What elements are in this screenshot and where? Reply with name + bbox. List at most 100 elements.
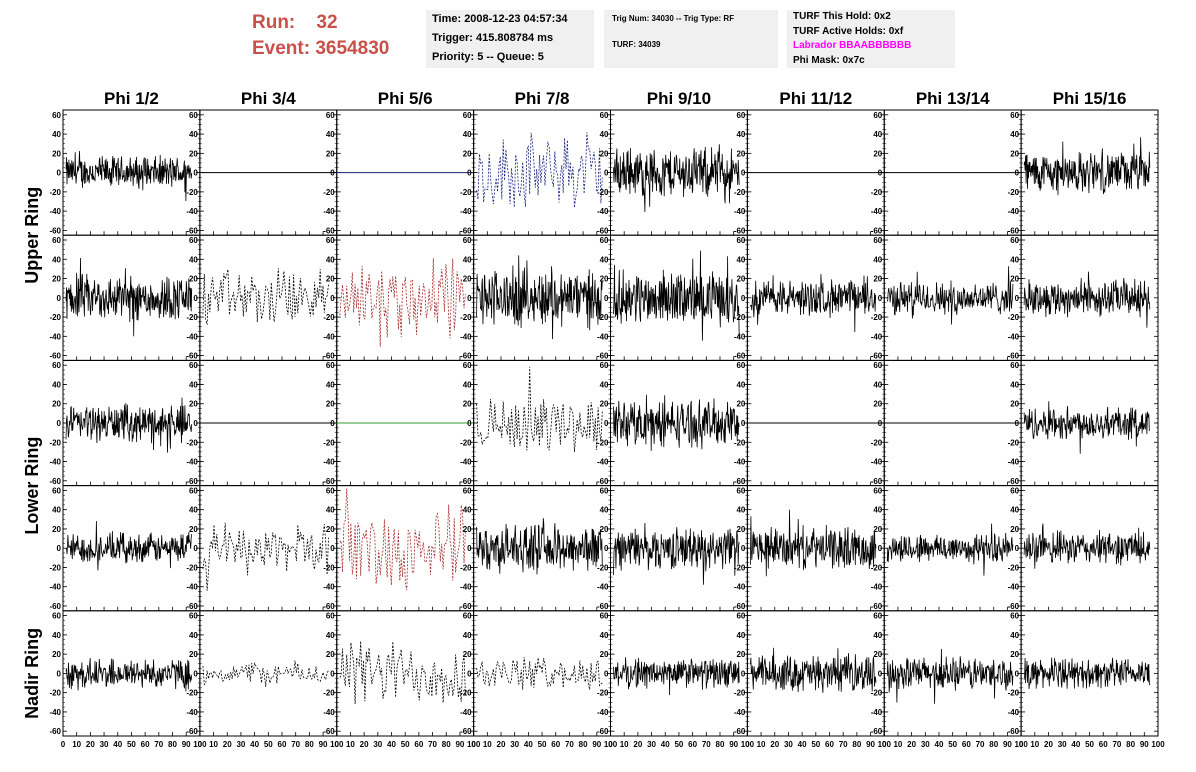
column-title: Phi 15/16 xyxy=(1053,89,1127,108)
y-tick-label: -60 xyxy=(597,352,609,361)
x-tick-label: 20 xyxy=(1044,740,1053,749)
x-tick-label: 70 xyxy=(839,740,848,749)
x-tick-label: 30 xyxy=(1058,740,1067,749)
y-tick-label: 40 xyxy=(873,255,882,264)
x-tick-label: 10 xyxy=(1030,740,1039,749)
x-tick-label: 100 xyxy=(878,740,892,749)
y-tick-label: 60 xyxy=(873,612,882,621)
x-tick-label: 50 xyxy=(674,740,683,749)
x-tick-label: 10 xyxy=(620,740,629,749)
y-tick-label: 60 xyxy=(1010,236,1019,245)
event-label: Event: xyxy=(252,38,311,59)
waveform-trace xyxy=(65,150,193,202)
y-tick-label: -20 xyxy=(1008,188,1020,197)
x-tick-label: 30 xyxy=(236,740,245,749)
y-tick-label: -20 xyxy=(323,188,335,197)
waveform-trace xyxy=(613,144,740,213)
y-tick-label: -40 xyxy=(460,207,472,216)
y-tick-label: 20 xyxy=(463,525,472,534)
x-tick-label: 60 xyxy=(688,740,697,749)
y-tick-label: 0 xyxy=(467,294,472,303)
waveform-panel: -60 -40 -20 0 20 40 60 xyxy=(186,485,338,612)
x-tick-label: 60 xyxy=(141,740,150,749)
column-title: Phi 3/4 xyxy=(241,89,296,108)
waveform-panel: -60 -40 -20 0 20 40 60 xyxy=(323,109,475,236)
y-tick-label: -20 xyxy=(323,689,335,698)
waveform-trace xyxy=(339,488,466,591)
y-tick-label: 20 xyxy=(326,149,335,158)
column-title: Phi 5/6 xyxy=(378,89,433,108)
waveform-panel: -60 -40 -20 0 20 40 60 xyxy=(323,359,475,487)
y-tick-label: 40 xyxy=(463,255,472,264)
y-tick-label: -40 xyxy=(734,332,746,341)
y-tick-label: 20 xyxy=(326,525,335,534)
y-tick-label: 40 xyxy=(873,506,882,515)
y-tick-label: 20 xyxy=(463,400,472,409)
y-tick-label: -20 xyxy=(460,313,472,322)
y-tick-label: 60 xyxy=(873,486,882,495)
labrador-text: Labrador BBAABBBBBB xyxy=(793,40,912,51)
y-tick-label: 20 xyxy=(52,400,61,409)
y-tick-label: 40 xyxy=(326,130,335,139)
x-tick-label: 30 xyxy=(921,740,930,749)
y-tick-label: 60 xyxy=(736,361,745,370)
y-tick-label: 0 xyxy=(741,169,746,178)
y-tick-label: -60 xyxy=(49,477,61,486)
waveform-trace xyxy=(1023,271,1151,328)
y-tick-label: 60 xyxy=(189,486,198,495)
y-tick-label: 20 xyxy=(873,650,882,659)
y-tick-label: -60 xyxy=(871,727,883,736)
y-tick-label: 0 xyxy=(604,169,609,178)
panel-frame xyxy=(473,610,611,737)
y-tick-label: 60 xyxy=(600,236,609,245)
row-title: Nadir Ring xyxy=(22,628,42,719)
y-tick-label: -40 xyxy=(323,332,335,341)
y-tick-label: 20 xyxy=(873,525,882,534)
x-tick-label: 50 xyxy=(948,740,957,749)
waveform-trace xyxy=(476,656,603,690)
waveform-trace xyxy=(202,522,329,591)
y-tick-label: 40 xyxy=(52,631,61,640)
x-tick-label: 50 xyxy=(401,740,410,749)
y-tick-label: -60 xyxy=(49,226,61,235)
waveform-panel: -60 -40 -20 0 20 40 60 xyxy=(597,109,748,236)
x-tick-label: 0 xyxy=(335,740,340,749)
waveform-panel: -60 -40 -20 0 20 40 60 xyxy=(1008,359,1159,487)
y-tick-label: 20 xyxy=(189,525,198,534)
y-tick-label: -60 xyxy=(1008,477,1020,486)
y-tick-label: -40 xyxy=(734,708,746,717)
y-tick-label: 40 xyxy=(463,380,472,389)
y-tick-label: 0 xyxy=(467,544,472,553)
y-tick-label: -60 xyxy=(323,727,335,736)
y-tick-label: -20 xyxy=(186,188,198,197)
y-tick-label: -60 xyxy=(871,602,883,611)
y-tick-label: 0 xyxy=(57,669,62,678)
x-tick-label: 60 xyxy=(962,740,971,749)
waveform-panel: -60 -40 -20 0 20 40 60 xyxy=(1008,234,1159,361)
waveform-trace xyxy=(476,132,603,208)
y-tick-label: 60 xyxy=(736,236,745,245)
y-tick-label: 40 xyxy=(52,380,61,389)
y-tick-label: -40 xyxy=(597,458,609,467)
x-tick-label: 20 xyxy=(497,740,506,749)
time-info-box: Time: 2008-12-23 04:57:34 Trigger: 415.8… xyxy=(426,10,594,68)
x-tick-label: 60 xyxy=(278,740,287,749)
y-tick-label: -60 xyxy=(49,352,61,361)
column-title: Phi 11/12 xyxy=(779,89,852,108)
waveform-trace xyxy=(886,266,1014,325)
y-tick-label: 20 xyxy=(600,650,609,659)
y-tick-label: -20 xyxy=(1008,563,1020,572)
x-tick-label: 50 xyxy=(127,740,136,749)
y-tick-label: -40 xyxy=(597,332,609,341)
y-tick-label: 40 xyxy=(600,255,609,264)
y-tick-label: 0 xyxy=(878,419,883,428)
y-tick-label: -40 xyxy=(871,458,883,467)
y-tick-label: -20 xyxy=(597,188,609,197)
x-tick-label: 100 xyxy=(604,740,618,749)
y-tick-label: -40 xyxy=(49,458,61,467)
y-tick-label: 60 xyxy=(600,111,609,120)
trig-info-box: Trig Num: 34030 -- Trig Type: RF TURF: 3… xyxy=(604,10,778,68)
